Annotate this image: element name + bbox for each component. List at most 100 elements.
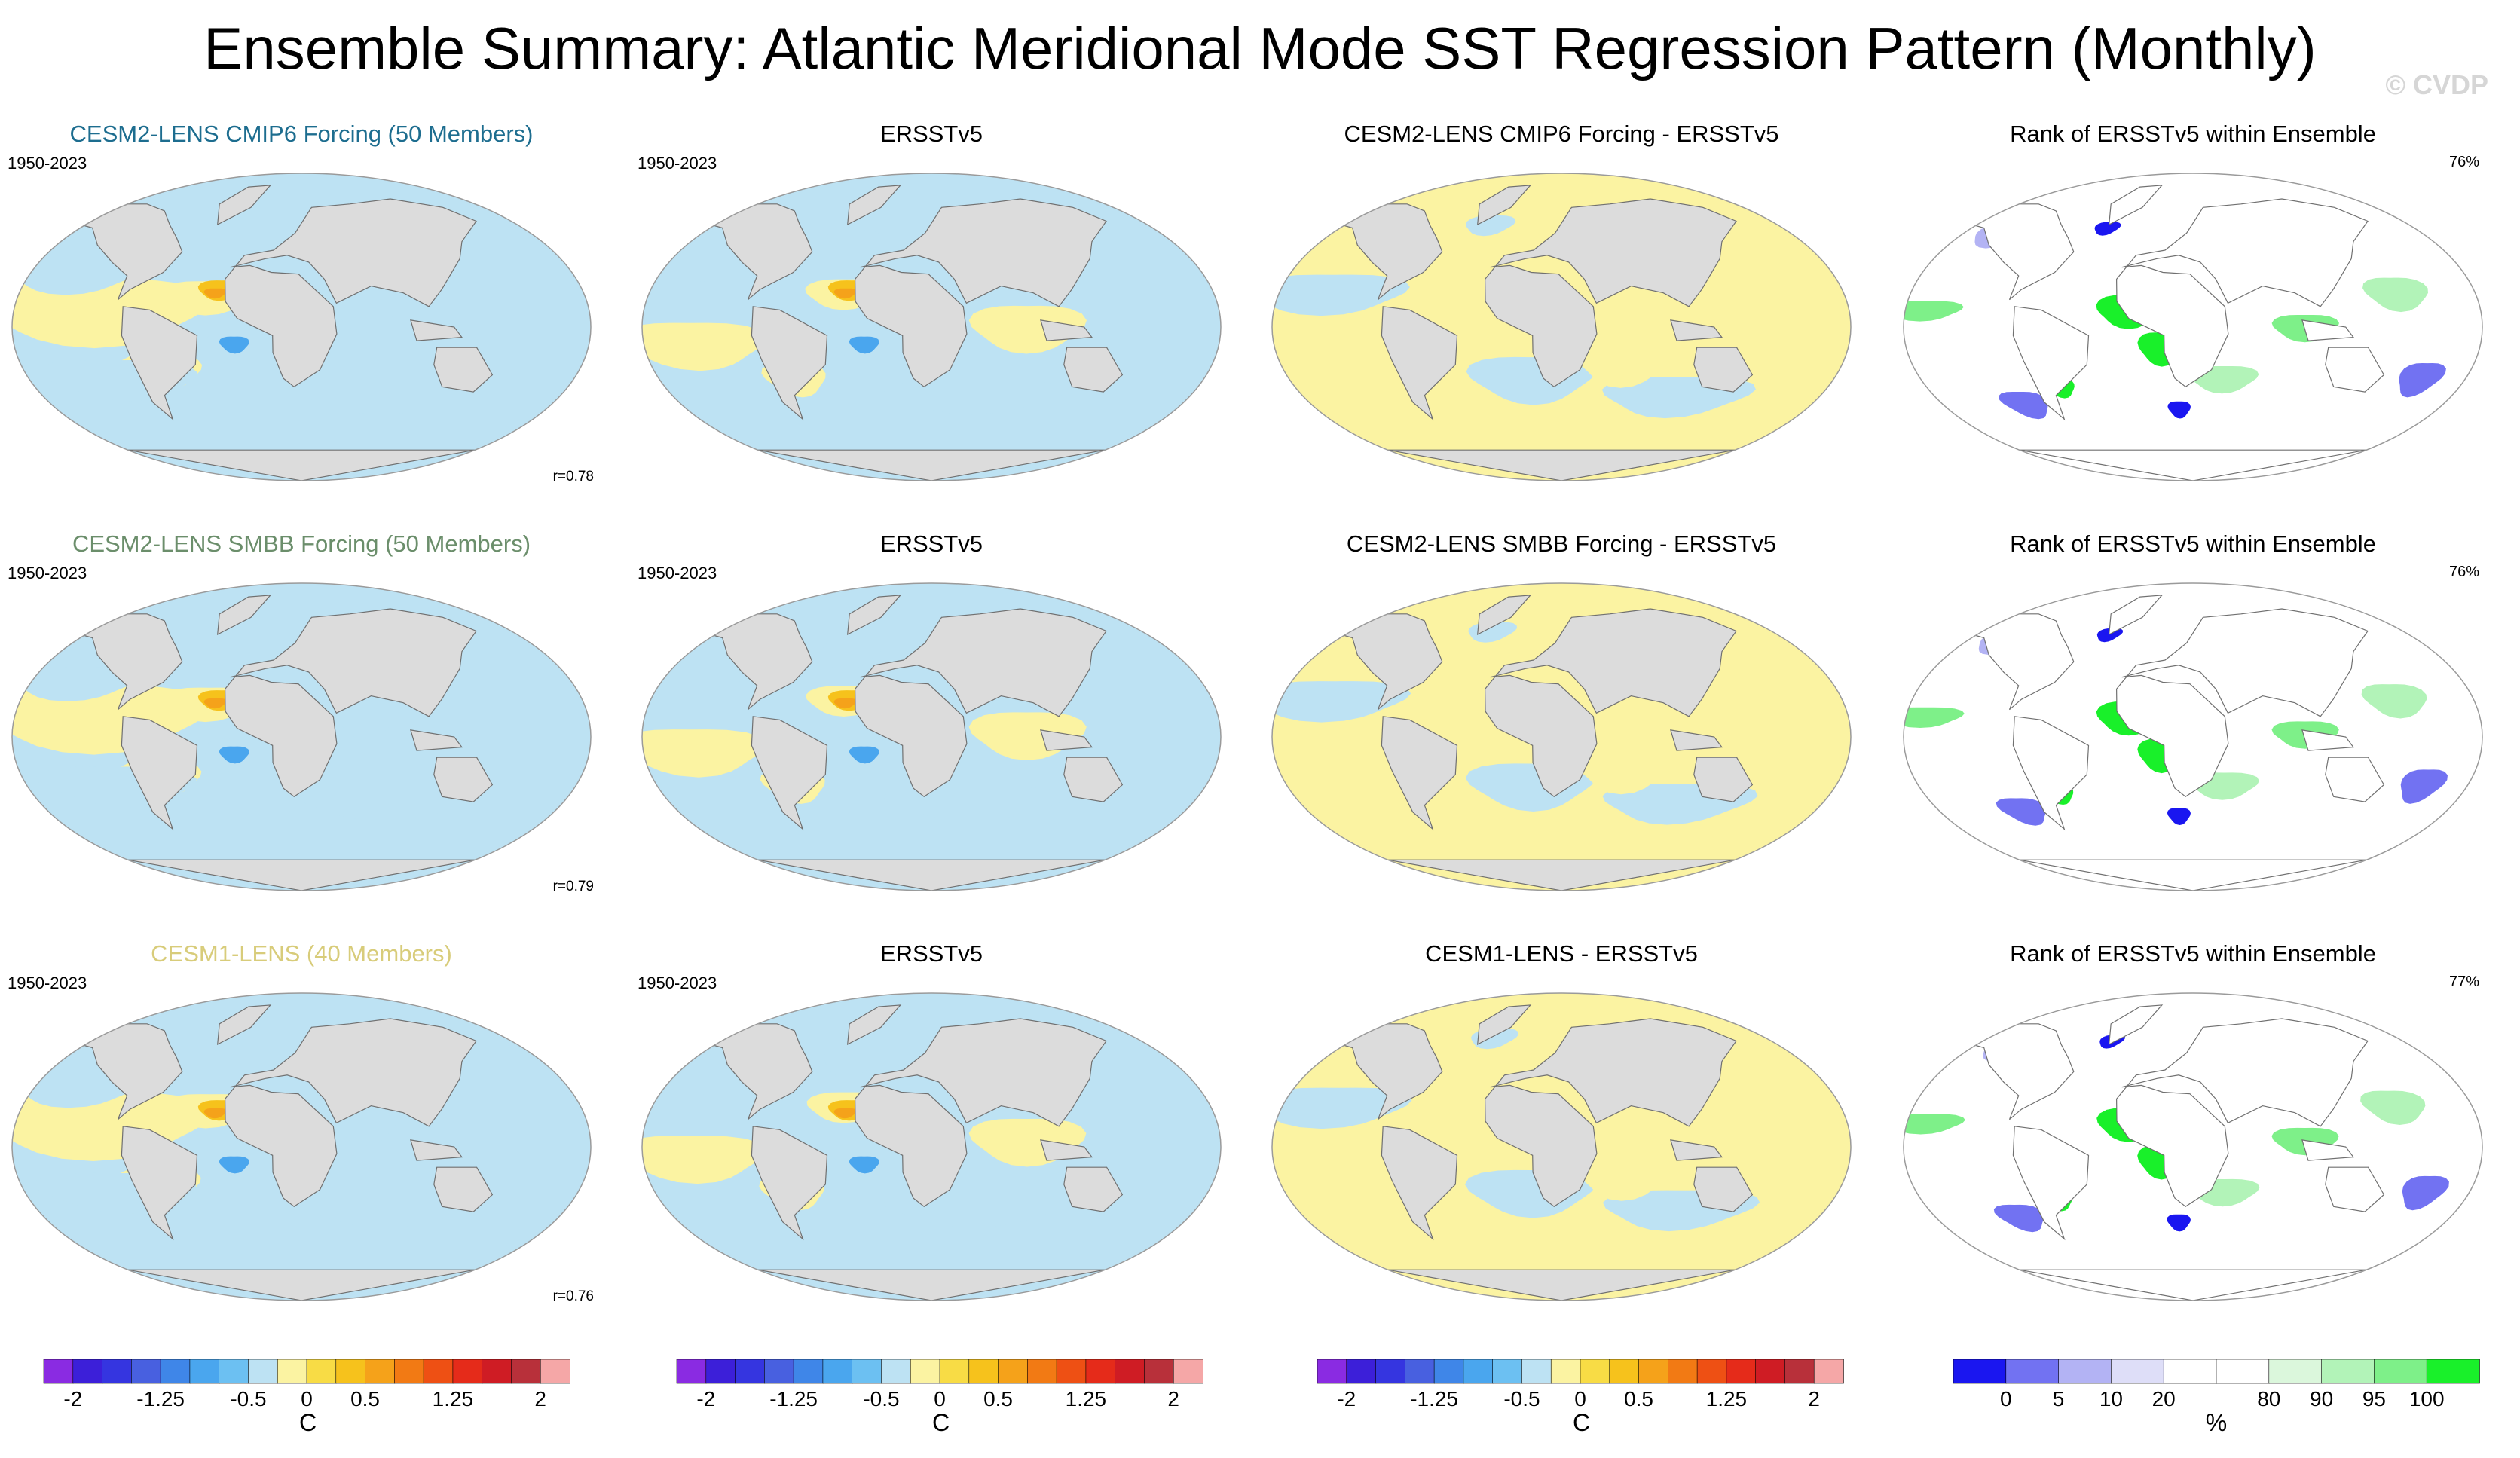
colorbar-tick-label: -0.5 — [230, 1387, 266, 1411]
negative-anomaly-region — [820, 230, 882, 264]
colorbar-tick-label: -1.25 — [769, 1387, 818, 1411]
colorbar-swatch — [1027, 1359, 1057, 1384]
strong-anomaly-core — [219, 336, 249, 354]
diff-panel-title: CESM1-LENS - ERSSTv5 — [1425, 940, 1698, 967]
diff-panel-title: CESM2-LENS SMBB Forcing - ERSSTv5 — [1346, 530, 1777, 557]
negative-anomaly-region — [13, 261, 140, 295]
colorbar-swatch — [394, 1359, 424, 1384]
colorbar-swatch — [482, 1359, 512, 1384]
colorbar-swatch — [452, 1359, 483, 1384]
strong-anomaly-core — [203, 288, 228, 299]
map-border — [641, 582, 1222, 891]
panel-rank-row3: Rank of ERSSTv5 within Ensemble 77% — [1892, 939, 2494, 1331]
land-northAmerica — [1958, 613, 2075, 711]
colorbar-tick-label: -0.5 — [1503, 1387, 1540, 1411]
land-indonesia — [410, 729, 463, 751]
colorbar-swatch — [2426, 1359, 2480, 1384]
land-southAmerica — [751, 716, 828, 831]
land-australia — [433, 1166, 494, 1212]
positive-anomaly-region — [1575, 746, 1675, 795]
colorbar-swatch — [1813, 1359, 1844, 1384]
sst-map — [641, 173, 1222, 481]
rank-patch — [2400, 769, 2448, 804]
colorbar-tick-label: -0.5 — [863, 1387, 899, 1411]
map-body — [1904, 173, 2482, 481]
rank-patch — [2094, 222, 2121, 236]
land-southAmerica — [1381, 306, 1458, 421]
colorbar-tick-label: 0 — [301, 1387, 313, 1411]
map-body — [642, 173, 1221, 481]
land-antarctica — [2019, 859, 2367, 891]
land-australia — [2325, 757, 2385, 802]
colorbar-swatch — [2374, 1359, 2428, 1384]
panel-diff-row1: CESM2-LENS CMIP6 Forcing - ERSSTv5 — [1260, 119, 1863, 511]
map-border — [641, 173, 1222, 481]
colorbar-swatch — [1638, 1359, 1669, 1384]
rank-patch — [2167, 1214, 2191, 1232]
rank-panel-title: Rank of ERSSTv5 within Ensemble — [2010, 530, 2376, 557]
land-northAmerica — [66, 613, 183, 711]
colorbar-swatch — [219, 1359, 249, 1384]
strong-anomaly-core — [849, 746, 879, 764]
rank-panel-title: Rank of ERSSTv5 within Ensemble — [2010, 121, 2376, 147]
obs-panel-title: ERSSTv5 — [879, 940, 983, 967]
pattern-correlation: r=0.79 — [552, 879, 594, 894]
panel-obs-row1: ERSSTv5 1950-2023 — [630, 119, 1233, 511]
colorbar-swatch — [1405, 1359, 1435, 1384]
map-border — [11, 582, 592, 891]
land-australia — [1063, 347, 1124, 393]
colorbar-tick-label: 0 — [934, 1387, 946, 1411]
rank-patch — [1904, 1114, 1965, 1135]
strong-anomaly-core — [849, 1156, 879, 1174]
map-border — [11, 992, 592, 1301]
panel-model-row2: CESM2-LENS SMBB Forcing (50 Members) 195… — [0, 529, 603, 921]
land-australia — [433, 757, 494, 802]
colorbar-swatch — [43, 1359, 74, 1384]
colorbar-unit: C — [1573, 1409, 1591, 1436]
colorbar-tick-label: 90 — [2310, 1387, 2333, 1411]
colorbar-swatch — [705, 1359, 736, 1384]
map-body — [1904, 993, 2482, 1301]
strong-anomaly-core — [833, 288, 858, 299]
rank-patch — [1996, 798, 2047, 826]
map-body — [12, 583, 591, 891]
land-northAmerica — [696, 1023, 813, 1120]
land-southAmerica — [2012, 716, 2090, 831]
colorbar-tick-label: 0.5 — [350, 1387, 380, 1411]
colorbar-swatch — [2268, 1359, 2323, 1384]
land-southAmerica — [751, 306, 828, 421]
colorbar-tick-label: 0.5 — [1624, 1387, 1653, 1411]
map-body — [1272, 993, 1851, 1301]
model-panel-title: CESM1-LENS (40 Members) — [151, 940, 452, 967]
map-border — [1271, 173, 1852, 481]
colorbar-tick-label: -1.25 — [136, 1387, 185, 1411]
colorbar-tick-label: 2 — [534, 1387, 546, 1411]
land-greenland — [2109, 1004, 2164, 1046]
colorbar-swatch — [1521, 1359, 1552, 1384]
land-greenland — [847, 1004, 902, 1046]
map-border — [641, 992, 1222, 1301]
negative-anomaly-region — [883, 380, 1068, 415]
colorbar-swatch — [822, 1359, 853, 1384]
colorbar-swatch — [160, 1359, 191, 1384]
map-body — [1272, 583, 1851, 891]
rank-patch — [1993, 1204, 2044, 1233]
colorbar-swatch — [1696, 1359, 1727, 1384]
rank-patch — [2360, 1090, 2426, 1125]
colorbar-swatch — [735, 1359, 766, 1384]
land-northAmerica — [1326, 1023, 1443, 1120]
land-antarctica — [1387, 1269, 1736, 1301]
colorbar-swatch — [423, 1359, 454, 1384]
period-label: 1950-2023 — [638, 974, 717, 992]
colorbar-swatch — [2163, 1359, 2217, 1384]
colorbar-swatch — [1726, 1359, 1757, 1384]
strong-anomaly-core — [849, 336, 879, 354]
negative-anomaly-region — [297, 1193, 485, 1227]
colorbar-swatch — [277, 1359, 307, 1384]
colorbar-swatch — [1085, 1359, 1116, 1384]
sst-diff-map — [1271, 992, 1852, 1301]
land-indonesia — [1040, 1139, 1093, 1161]
rank-patch — [1904, 707, 1965, 728]
colorbar-tick-label: -2 — [63, 1387, 82, 1411]
land-australia — [1693, 757, 1754, 802]
